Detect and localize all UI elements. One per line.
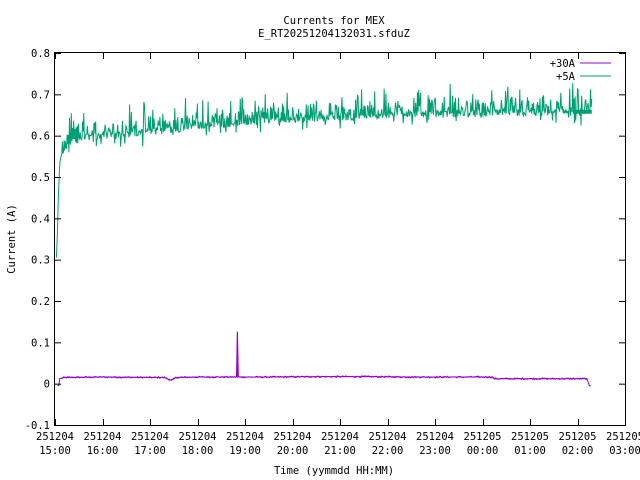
x-tick-date: 251205: [559, 431, 597, 443]
x-tick-date: 251204: [321, 431, 359, 443]
x-tick-time: 19:00: [229, 445, 261, 457]
x-tick-date: 251205: [464, 431, 502, 443]
x-tick-time: 20:00: [277, 445, 309, 457]
y-axis: -0.1 0 0.1 0.2 0.3 0.4 0.5 0.6 0.7 0.8: [25, 48, 625, 432]
x-tick-time: 23:00: [419, 445, 451, 457]
x-axis: 251204 15:00 251204 16:00 251204 17:00 251204 1…: [36, 53, 640, 457]
y-axis-label: Current (A): [6, 204, 18, 274]
x-tick-time: 02:00: [562, 445, 594, 457]
x-tick-time: 17:00: [134, 445, 166, 457]
x-tick-date: 251204: [416, 431, 454, 443]
x-tick-date: 251204: [226, 431, 264, 443]
x-tick-time: 18:00: [182, 445, 214, 457]
x-tick-time: 03:00: [609, 445, 640, 457]
x-tick-time: 01:00: [514, 445, 546, 457]
legend-label: +5A: [556, 71, 576, 83]
y-tick-label: 0.6: [31, 131, 50, 143]
y-tick-label: 0.5: [31, 172, 50, 184]
legend: +30A+5A: [550, 58, 611, 83]
x-tick-time: 15:00: [39, 445, 71, 457]
y-tick-label: 0: [44, 379, 50, 391]
series-30a-line-detail: [60, 331, 588, 381]
x-tick-time: 21:00: [324, 445, 356, 457]
x-tick-date: 251204: [84, 431, 122, 443]
x-axis-label: Time (yymmdd HH:MM): [274, 465, 394, 477]
x-tick-date: 251204: [36, 431, 74, 443]
x-tick-time: 22:00: [372, 445, 404, 457]
y-tick-label: 0.4: [31, 213, 50, 225]
y-tick-label: 0.3: [31, 255, 50, 267]
x-tick-date: 251204: [274, 431, 312, 443]
y-tick-label: 0.7: [31, 89, 50, 101]
x-tick-time: 16:00: [87, 445, 119, 457]
x-tick-date: 251205: [511, 431, 549, 443]
y-tick-label: 0.8: [31, 48, 50, 60]
y-tick-label: 0.1: [31, 337, 50, 349]
legend-label: +30A: [550, 58, 576, 70]
x-tick-time: 00:00: [467, 445, 499, 457]
x-tick-date: 251205: [606, 431, 640, 443]
x-tick-date: 251204: [131, 431, 169, 443]
plot-frame: [54, 52, 626, 426]
y-tick-label: -0.1: [25, 420, 50, 432]
series-30a-line: [57, 331, 591, 387]
y-tick-label: 0.2: [31, 296, 50, 308]
x-tick-date: 251204: [369, 431, 407, 443]
chart-title: Currents for MEX: [283, 15, 385, 27]
plot-traces: [55, 83, 593, 387]
chart-subtitle: E_RT20251204132031.sfduZ: [258, 28, 410, 40]
series-5a-line: [55, 83, 593, 258]
x-tick-date: 251204: [179, 431, 217, 443]
